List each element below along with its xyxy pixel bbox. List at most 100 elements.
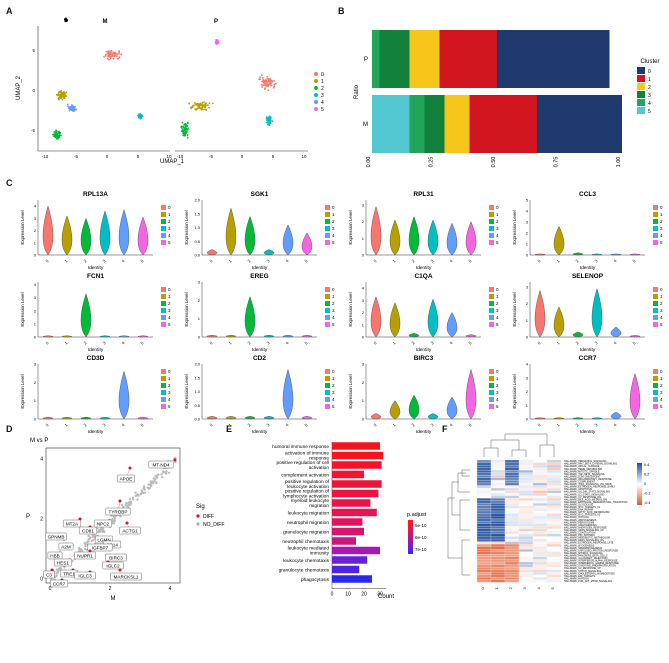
violin-y-tick: 2 [526, 301, 529, 306]
violin-shape [591, 253, 603, 256]
violin-xlabel: Identity [416, 347, 432, 353]
heatmap-cell [504, 549, 520, 552]
violin-legend-swatch [653, 322, 658, 327]
violin-xlabel: Identity [416, 265, 432, 271]
umap-point [274, 82, 277, 85]
violin-y-tick: 2.0 [194, 198, 200, 203]
heatmap-cell [546, 531, 562, 535]
violin-legend-swatch [325, 383, 330, 388]
heatmap-row-label: HALLMARK_ANDROGEN_RESPONSE [564, 526, 607, 529]
heatmap-cell [490, 490, 506, 494]
heatmap-cell [504, 569, 520, 573]
violin-shape [534, 253, 546, 256]
umap-point [181, 121, 184, 124]
violin-ylabel: Expression Level [184, 210, 189, 244]
go-x-tick: 0 [331, 592, 334, 598]
umap-point [107, 50, 109, 52]
heatmap-cell [504, 546, 520, 550]
umap-legend-label: 3 [321, 93, 324, 99]
heatmap-cell [476, 513, 492, 517]
heatmap-cell [490, 533, 506, 537]
heatmap-cell [532, 528, 548, 532]
violin-legend-label: 1 [660, 294, 663, 299]
heatmap-row-label: HALLMARK_HYPOXIA [564, 577, 589, 580]
violin-y-tick: 1 [34, 398, 37, 403]
umap-point [269, 79, 272, 82]
violin-x-tick: 3 [265, 422, 271, 428]
heatmap-cell [518, 536, 534, 540]
violin-legend-swatch [325, 404, 330, 409]
go-bar [332, 442, 380, 450]
violin-x-tick: 5 [139, 422, 145, 428]
violin-legend-swatch [489, 308, 494, 313]
violin-x-tick: 3 [429, 422, 435, 428]
violin-legend-label: 3 [168, 390, 171, 395]
umap-point [103, 55, 105, 58]
umap-point [192, 104, 195, 107]
heatmap-cell [476, 533, 492, 537]
umap-point [106, 57, 109, 60]
heatmap-row-label: HALLMARK_KRAS_SIGNALING_UP [564, 529, 604, 532]
scatter-label-box [58, 542, 74, 551]
violin-y-tick: 1.0 [194, 389, 200, 394]
violin-legend-label: 5 [660, 322, 663, 327]
violin-x-tick: 3 [429, 340, 435, 346]
violin-x-tick: 3 [593, 422, 599, 428]
umap-point [65, 18, 68, 21]
umap-point [57, 132, 59, 135]
scatter-y-tick: 0 [40, 577, 43, 583]
heatmap-cell [518, 482, 534, 486]
umap-facet-m: M [103, 19, 108, 25]
panel-label-f: F [442, 424, 448, 434]
heatmap-cell [490, 528, 506, 532]
stack-legend-label: 3 [648, 93, 651, 99]
violin-legend-swatch [325, 308, 330, 313]
violin-shape [118, 370, 130, 420]
violin-legend-swatch [325, 397, 330, 402]
heatmap-cell [518, 564, 534, 568]
scatter-point [155, 481, 158, 484]
scatter-point [84, 544, 87, 548]
umap-point [193, 102, 196, 104]
violin-legend-label: 1 [332, 212, 335, 217]
violin-xlabel: Identity [580, 429, 596, 435]
heatmap-cell [518, 574, 534, 578]
heatmap-cell [546, 528, 562, 532]
go-colorbar [408, 520, 413, 554]
scatter-point [137, 494, 140, 497]
scatter-label-text: BIRC3 [109, 556, 123, 561]
go-bar [332, 461, 382, 469]
heatmap-cell [518, 472, 534, 476]
violin-y-tick: 0.0 [194, 417, 200, 422]
violin-y-tick: 3 [34, 295, 37, 300]
scatter-label-text: NPC2 [97, 522, 110, 527]
violin-shape [80, 293, 92, 338]
violin-x-tick: 0 [536, 340, 542, 346]
stack-legend-swatch [637, 91, 645, 98]
heatmap-cell [532, 480, 548, 484]
violin-x-tick: 2 [574, 258, 580, 264]
heatmap-cell [532, 569, 548, 573]
heatmap-cell [518, 577, 534, 580]
heatmap-cell [546, 500, 562, 504]
heatmap-cell [490, 515, 506, 519]
heatmap-row-label: HALLMARK_IL6_JAK_STAT3_SIGNALING [564, 491, 610, 494]
heatmap-cell [476, 518, 492, 522]
heatmap-row-label: HALLMARK_UNFOLDED_PROTEIN_RESPONSE [564, 549, 618, 552]
scatter-point [147, 483, 150, 486]
violin-ylabel: Expression Level [512, 374, 517, 408]
violin-x-tick: 1 [63, 422, 69, 428]
heatmap-cell [476, 477, 492, 481]
violin-x-tick: 1 [227, 340, 233, 346]
violin-y-tick: 2 [198, 298, 201, 303]
violin-x-tick: 3 [101, 340, 107, 346]
violin-shape [610, 326, 622, 338]
umap-point [109, 57, 112, 60]
scatter-point [78, 547, 81, 551]
stack-segment [439, 30, 497, 88]
umap-y-tick: -5 [31, 128, 35, 133]
violin-legend-swatch [489, 219, 494, 224]
violin-x-tick: 3 [593, 340, 599, 346]
umap-point [104, 55, 107, 57]
heatmap-row-label: HALLMARK_XENOBIOTIC_METABOLISM [564, 537, 610, 540]
